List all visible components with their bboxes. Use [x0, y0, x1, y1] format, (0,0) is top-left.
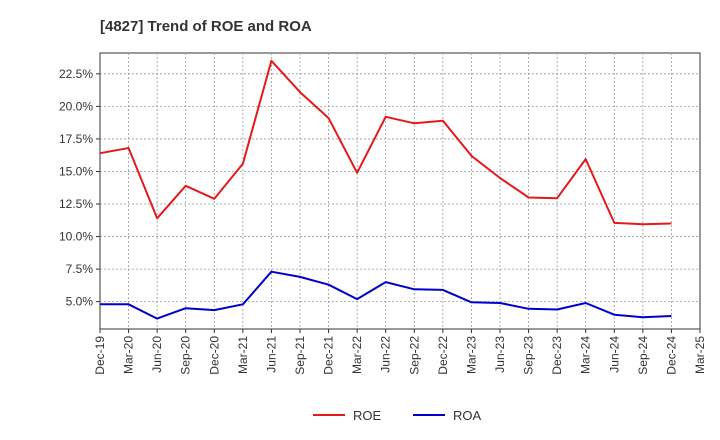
- x-tick-label: Mar-20: [122, 336, 136, 374]
- y-tick-label: 15.0%: [59, 164, 93, 178]
- gridlines: [100, 53, 700, 329]
- x-tick-label: Dec-22: [436, 336, 450, 375]
- x-axis-ticks: Dec-19 Mar-20 Jun-20 Sep-20 Dec-20 Mar-21 Jun-…: [93, 329, 707, 375]
- x-tick-label: Jun-21: [264, 336, 278, 373]
- x-tick-label: Jun-20: [150, 336, 164, 373]
- y-tick-label: 7.5%: [66, 262, 94, 276]
- y-tick-label: 12.5%: [59, 197, 93, 211]
- legend-label-roe: ROE: [353, 408, 382, 423]
- x-tick-label: Dec-24: [664, 336, 678, 375]
- x-tick-label: Sep-21: [293, 336, 307, 375]
- chart-title: [4827] Trend of ROE and ROA: [100, 18, 312, 35]
- x-tick-label: Dec-21: [322, 336, 336, 375]
- x-tick-label: Dec-19: [93, 336, 107, 375]
- x-tick-label: Jun-24: [607, 336, 621, 373]
- x-tick-label: Sep-24: [636, 336, 650, 375]
- legend-label-roa: ROA: [453, 408, 482, 423]
- y-tick-label: 10.0%: [59, 230, 93, 244]
- series-line-roa: [100, 270, 672, 320]
- x-tick-label: Mar-24: [579, 336, 593, 374]
- x-tick-label: Sep-23: [522, 336, 536, 375]
- y-axis-ticks: 5.0% 7.5% 10.0% 12.5% 15.0% 17.5% 20.0% 22.5%: [59, 67, 100, 309]
- x-tick-label: Sep-20: [179, 336, 193, 375]
- x-tick-label: Sep-22: [407, 336, 421, 375]
- x-tick-label: Jun-23: [493, 336, 507, 373]
- y-tick-label: 17.5%: [59, 132, 93, 146]
- x-tick-label: Mar-25: [693, 336, 707, 374]
- x-tick-label: Jun-22: [379, 336, 393, 373]
- plot-area: [99, 52, 701, 330]
- y-tick-label: 5.0%: [66, 295, 94, 309]
- y-tick-label: 20.0%: [59, 99, 93, 113]
- y-tick-label: 22.5%: [59, 67, 93, 81]
- series-line-roe: [99, 59, 672, 226]
- x-tick-label: Dec-20: [207, 336, 221, 375]
- x-tick-label: Mar-23: [464, 336, 478, 374]
- legend: ROE ROA: [313, 408, 482, 423]
- x-tick-label: Dec-23: [550, 336, 564, 375]
- series-lines: [99, 59, 672, 320]
- x-tick-label: Mar-21: [236, 336, 250, 374]
- x-tick-label: Mar-22: [350, 336, 364, 374]
